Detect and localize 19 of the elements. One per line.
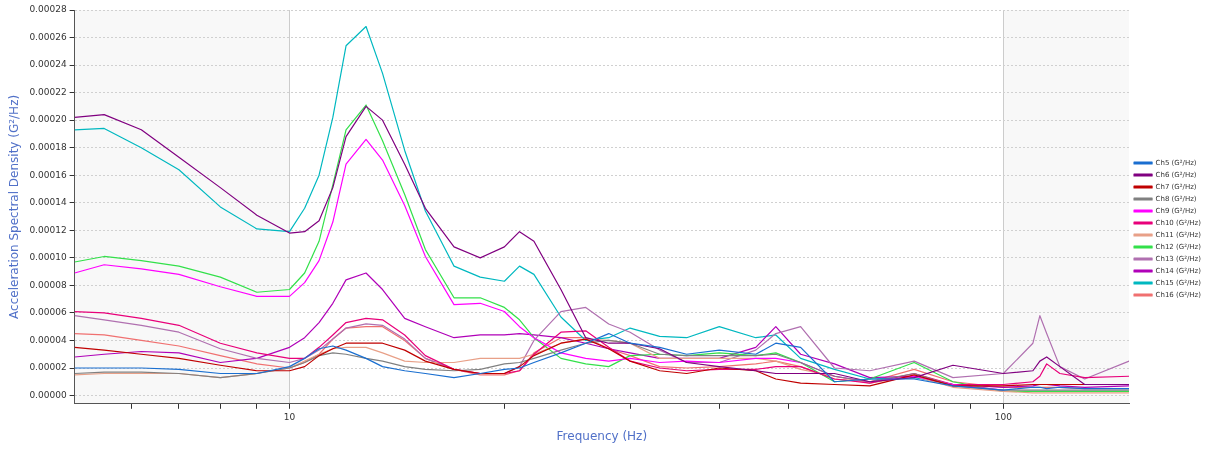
y-tick-label: 0.00024 <box>29 59 67 70</box>
y-tick-label: 0.00014 <box>29 197 67 208</box>
x-tick-label: 100 <box>994 411 1013 422</box>
y-tick-label: 0.00022 <box>29 86 67 97</box>
y-tick-label: 0.00012 <box>29 224 67 235</box>
y-tick-label: 0.00028 <box>29 4 67 15</box>
y-tick-label: 0.00020 <box>29 114 67 125</box>
y-tick-label: 0.00006 <box>29 307 67 318</box>
y-tick-label: 0.00004 <box>29 334 67 345</box>
x-tick-label: 10 <box>283 411 296 422</box>
y-axis-title: Acceleration Spectral Density (G²/Hz) <box>7 94 22 319</box>
y-tick-label: 0.00010 <box>29 252 67 263</box>
y-tick-label: 0.00000 <box>29 389 67 400</box>
y-tick-label: 0.00026 <box>29 31 67 42</box>
y-tick-label: 0.00016 <box>29 169 67 180</box>
y-tick-label: 0.00008 <box>29 279 67 290</box>
x-axis-title: Frequency (Hz) <box>556 428 648 443</box>
y-tick-label: 0.00018 <box>29 142 67 153</box>
y-tick-label: 0.00002 <box>29 362 67 373</box>
